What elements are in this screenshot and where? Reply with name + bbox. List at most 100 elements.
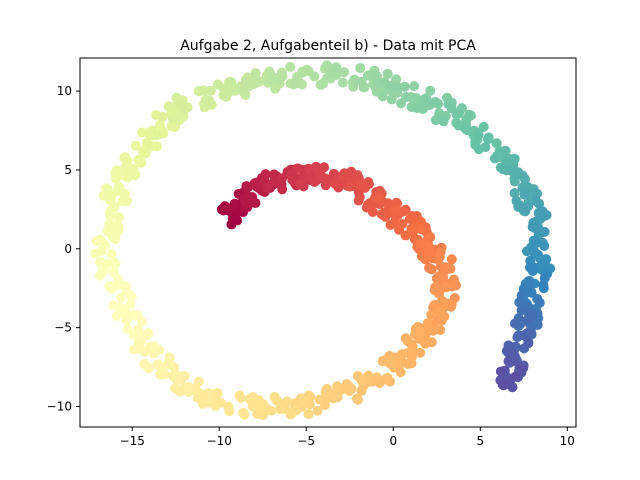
x-tick-label: −10 <box>207 434 232 448</box>
data-point <box>509 318 520 329</box>
data-point <box>205 85 216 96</box>
data-point <box>149 341 160 351</box>
data-point <box>320 173 331 184</box>
data-point <box>120 152 131 163</box>
data-point <box>344 385 355 396</box>
data-point <box>97 266 108 277</box>
y-tick-label: −5 <box>54 321 72 335</box>
data-point <box>116 303 127 314</box>
data-point <box>532 188 543 199</box>
data-point <box>516 364 527 375</box>
data-point <box>247 192 258 203</box>
data-point <box>480 142 491 153</box>
data-point <box>435 306 446 317</box>
data-point <box>90 248 101 259</box>
x-tick-label: −5 <box>297 434 315 448</box>
data-point <box>497 379 508 390</box>
data-point <box>514 297 525 308</box>
data-point <box>140 148 151 159</box>
data-point <box>359 182 370 193</box>
data-point <box>434 251 445 262</box>
data-point <box>460 123 471 134</box>
data-point <box>115 292 126 303</box>
data-point <box>539 240 550 251</box>
data-point <box>136 316 147 327</box>
data-point <box>128 309 139 320</box>
data-point <box>130 169 141 180</box>
data-point <box>183 381 194 392</box>
data-point <box>498 164 509 175</box>
data-point <box>406 223 417 234</box>
data-point <box>225 76 236 87</box>
data-point <box>518 205 529 216</box>
data-point <box>519 189 530 200</box>
data-point <box>195 85 206 96</box>
data-point <box>291 78 302 89</box>
data-point <box>400 230 411 241</box>
data-point <box>415 347 426 358</box>
data-point <box>371 372 382 383</box>
data-point <box>509 173 520 184</box>
data-point <box>433 98 443 109</box>
data-point <box>133 155 144 166</box>
data-point <box>108 300 119 311</box>
data-point <box>424 242 435 253</box>
data-point <box>146 141 157 152</box>
data-point <box>356 385 367 396</box>
data-point <box>157 111 168 122</box>
data-point <box>519 329 530 340</box>
data-point <box>179 370 190 381</box>
x-tick-label: 10 <box>560 434 575 448</box>
data-point <box>110 173 121 184</box>
data-point <box>285 61 296 72</box>
data-point <box>309 71 320 82</box>
data-point <box>202 393 213 404</box>
data-point <box>339 67 350 78</box>
data-point <box>438 272 449 283</box>
data-point <box>108 267 119 278</box>
data-point <box>106 249 117 260</box>
data-point <box>529 223 540 234</box>
data-point <box>519 174 530 185</box>
data-point <box>95 257 106 268</box>
data-point <box>495 366 506 377</box>
data-point <box>328 391 339 402</box>
y-tick-label: 0 <box>64 242 72 256</box>
data-point <box>394 359 405 370</box>
data-point <box>446 254 457 265</box>
data-point <box>128 329 139 340</box>
data-point <box>539 226 550 237</box>
data-point <box>527 266 538 277</box>
data-point <box>250 67 261 78</box>
x-tick-label: 5 <box>476 434 484 448</box>
data-point <box>114 212 125 223</box>
data-point <box>218 83 229 94</box>
data-point <box>143 328 154 339</box>
data-point <box>320 387 331 398</box>
data-point <box>330 178 341 189</box>
data-point <box>269 391 280 402</box>
data-point <box>285 170 296 181</box>
data-point <box>422 318 433 329</box>
data-point <box>155 120 166 131</box>
data-point <box>453 108 464 119</box>
data-point <box>446 299 457 310</box>
data-point <box>391 197 402 208</box>
data-point <box>268 170 279 181</box>
data-point <box>446 103 457 114</box>
data-point <box>179 104 190 115</box>
data-point <box>104 221 115 232</box>
data-point <box>535 214 546 224</box>
data-point <box>503 356 514 367</box>
data-point <box>113 222 124 233</box>
data-point <box>362 199 373 210</box>
data-point <box>304 399 315 410</box>
data-point <box>531 237 542 248</box>
data-point <box>200 94 211 105</box>
data-point <box>167 113 178 124</box>
data-point <box>491 138 502 149</box>
data-point <box>277 173 288 184</box>
data-point <box>528 245 539 256</box>
data-point <box>260 406 271 417</box>
data-point <box>248 77 259 88</box>
